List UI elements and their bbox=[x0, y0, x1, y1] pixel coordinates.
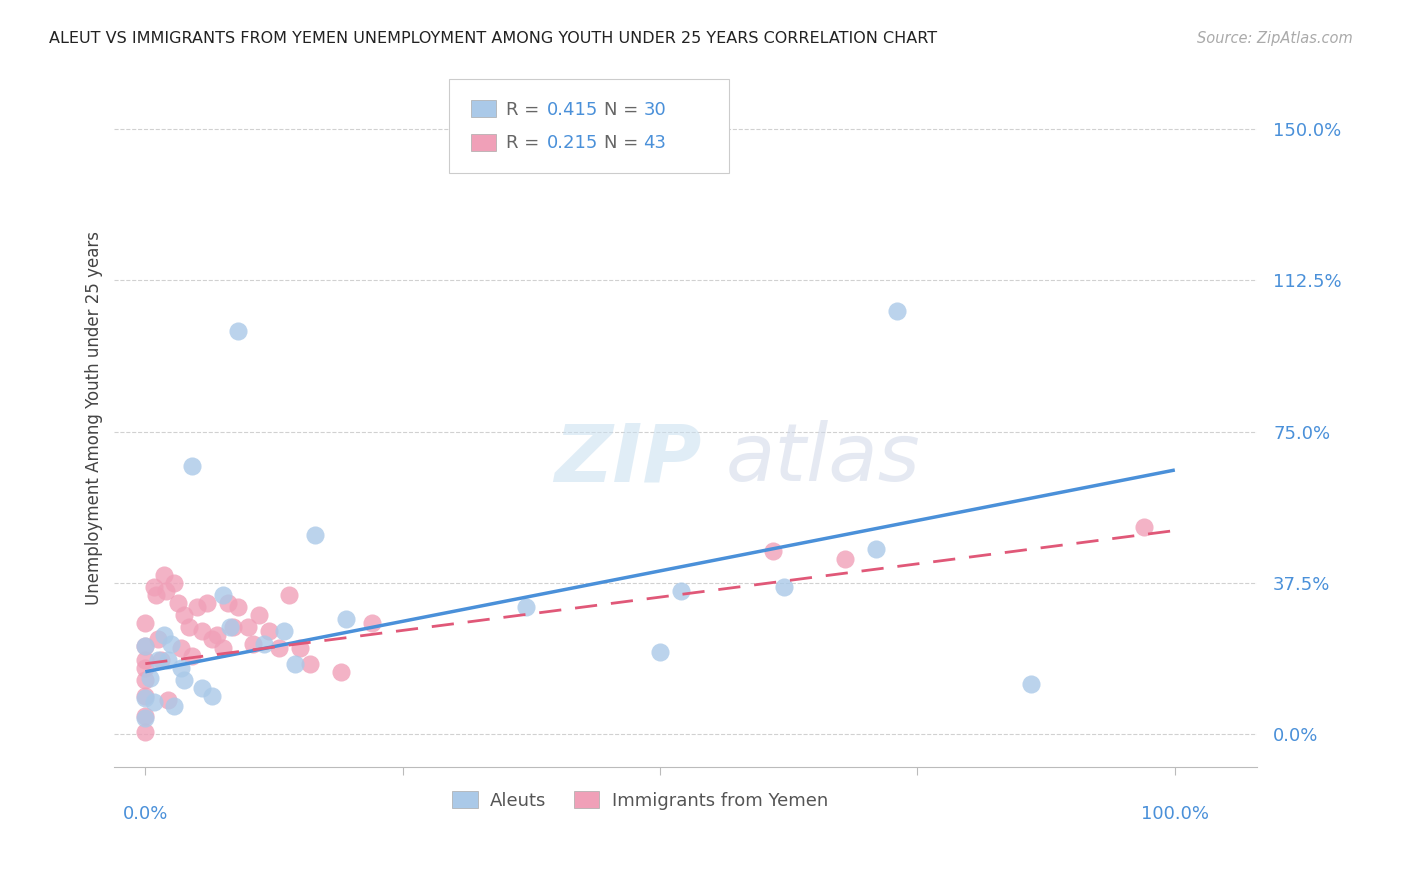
Point bbox=[1019, 677, 1042, 691]
Point bbox=[177, 620, 200, 634]
Text: 0.0%: 0.0% bbox=[122, 805, 167, 823]
Legend: Aleuts, Immigrants from Yemen: Aleuts, Immigrants from Yemen bbox=[446, 784, 835, 817]
Point bbox=[186, 600, 208, 615]
FancyBboxPatch shape bbox=[471, 134, 496, 151]
Point bbox=[191, 681, 214, 695]
Point bbox=[156, 693, 179, 707]
Text: Source: ZipAtlas.com: Source: ZipAtlas.com bbox=[1197, 31, 1353, 46]
Point bbox=[304, 527, 326, 541]
Point bbox=[160, 636, 183, 650]
Text: R =: R = bbox=[506, 134, 546, 153]
Point bbox=[155, 584, 177, 599]
Point bbox=[648, 644, 671, 658]
Point bbox=[211, 640, 233, 655]
Point bbox=[163, 576, 186, 591]
Y-axis label: Unemployment Among Youth under 25 years: Unemployment Among Youth under 25 years bbox=[86, 230, 103, 605]
Point bbox=[284, 657, 307, 671]
Point bbox=[134, 725, 156, 739]
Point bbox=[217, 596, 239, 610]
Point bbox=[195, 596, 218, 610]
Point bbox=[134, 709, 156, 723]
Point bbox=[173, 673, 195, 687]
Point bbox=[207, 628, 229, 642]
Point bbox=[134, 616, 156, 631]
Point bbox=[153, 568, 176, 582]
Point bbox=[163, 699, 186, 714]
Point bbox=[669, 584, 692, 599]
Point bbox=[201, 632, 224, 647]
Text: N =: N = bbox=[603, 101, 644, 119]
Text: ALEUT VS IMMIGRANTS FROM YEMEN UNEMPLOYMENT AMONG YOUTH UNDER 25 YEARS CORRELATI: ALEUT VS IMMIGRANTS FROM YEMEN UNEMPLOYM… bbox=[49, 31, 938, 46]
Text: N =: N = bbox=[603, 134, 644, 153]
Point bbox=[134, 691, 156, 706]
Point bbox=[134, 689, 156, 703]
Point bbox=[515, 600, 537, 615]
Point bbox=[218, 620, 240, 634]
Text: ZIP: ZIP bbox=[554, 420, 702, 499]
Point bbox=[288, 640, 311, 655]
Point bbox=[146, 653, 169, 667]
Point bbox=[278, 588, 301, 602]
Point bbox=[134, 639, 156, 653]
Point bbox=[149, 653, 172, 667]
Point bbox=[134, 673, 156, 687]
Point bbox=[134, 653, 156, 667]
Point bbox=[153, 628, 176, 642]
Point bbox=[335, 612, 357, 626]
Point bbox=[173, 608, 195, 623]
Point bbox=[134, 711, 156, 725]
Point bbox=[211, 588, 233, 602]
Point bbox=[156, 653, 179, 667]
Point bbox=[167, 596, 190, 610]
Text: 30: 30 bbox=[644, 101, 666, 119]
Text: 43: 43 bbox=[644, 134, 666, 153]
Point bbox=[247, 608, 270, 623]
Point bbox=[142, 580, 165, 594]
Text: 0.415: 0.415 bbox=[547, 101, 598, 119]
Point bbox=[253, 636, 276, 650]
Point bbox=[146, 632, 169, 647]
Point bbox=[145, 588, 167, 602]
Point bbox=[238, 620, 260, 634]
Text: 100.0%: 100.0% bbox=[1140, 805, 1209, 823]
Point bbox=[180, 458, 202, 473]
Point bbox=[170, 661, 193, 675]
Point bbox=[142, 695, 165, 709]
Point bbox=[257, 624, 280, 639]
Point bbox=[298, 657, 321, 671]
Point bbox=[191, 624, 214, 639]
Point bbox=[242, 636, 264, 650]
Point bbox=[772, 580, 794, 594]
Point bbox=[865, 541, 887, 556]
Point bbox=[329, 665, 352, 679]
Point bbox=[222, 620, 245, 634]
Point bbox=[134, 639, 156, 653]
Point bbox=[201, 689, 224, 703]
Point bbox=[180, 648, 202, 663]
Point bbox=[170, 640, 193, 655]
Point bbox=[834, 551, 856, 566]
Text: R =: R = bbox=[506, 101, 546, 119]
Text: 0.215: 0.215 bbox=[547, 134, 598, 153]
Text: atlas: atlas bbox=[725, 420, 921, 499]
Point bbox=[139, 671, 162, 685]
Point bbox=[762, 543, 785, 558]
FancyBboxPatch shape bbox=[450, 79, 730, 173]
Point bbox=[1133, 519, 1156, 533]
Point bbox=[273, 624, 295, 639]
Point bbox=[226, 324, 249, 338]
Point bbox=[226, 600, 249, 615]
FancyBboxPatch shape bbox=[471, 101, 496, 118]
Point bbox=[134, 661, 156, 675]
Point bbox=[269, 640, 291, 655]
Point bbox=[360, 616, 382, 631]
Point bbox=[886, 303, 908, 318]
